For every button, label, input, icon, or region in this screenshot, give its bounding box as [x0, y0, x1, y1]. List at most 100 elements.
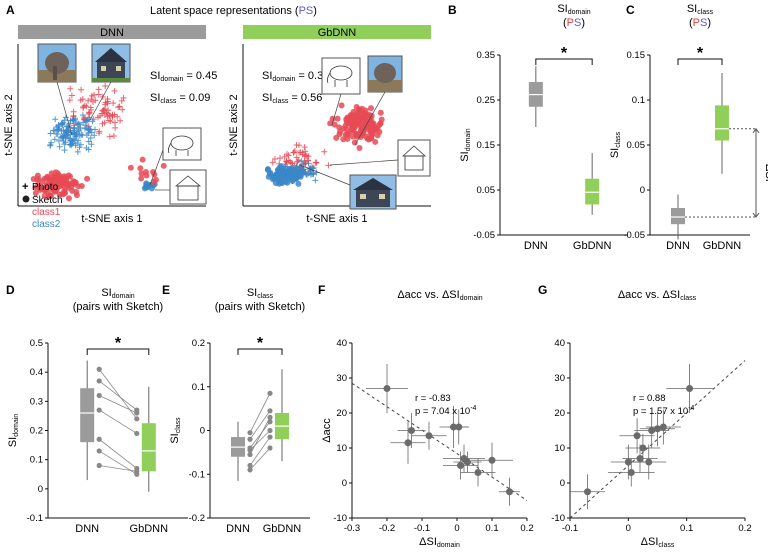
x-tick-label-dnn: DNN [524, 240, 548, 252]
point-marker [506, 488, 513, 496]
y-tick-label: 0.5 [30, 338, 43, 349]
y-tick-label: -0.1 [189, 469, 205, 480]
y-tick-label: 0.35 [477, 50, 496, 61]
paired-sample [96, 392, 140, 416]
box-body [141, 423, 156, 472]
y-tick-label: 30 [554, 373, 565, 384]
box-body [80, 388, 95, 443]
point-marker [455, 423, 463, 431]
data-point [625, 434, 661, 462]
significance-bracket [677, 58, 723, 65]
y-tick-label: 0 [342, 478, 347, 489]
point-marker [383, 385, 391, 392]
y-axis-label: SIclass [169, 417, 182, 444]
significance-star: * [561, 45, 568, 62]
y-tick-label: 0 [640, 185, 645, 196]
panel-label-d: D [6, 283, 15, 297]
y-tick-label: 0.2 [192, 338, 205, 349]
point-marker [645, 458, 653, 466]
box-dnn [231, 421, 245, 481]
house-sketch-thumbnail [397, 139, 431, 177]
significance-bracket [86, 348, 150, 355]
paired-sample [96, 462, 140, 474]
box-dnn [528, 66, 543, 127]
panel-g-title: Δacc vs. ΔSIclass [618, 289, 697, 302]
data-point [570, 474, 605, 510]
x-tick-label: 0.1 [680, 523, 693, 534]
y-tick-label: 20 [336, 408, 347, 419]
x-tick-label-dnn: DNN [666, 240, 690, 252]
data-point [631, 444, 667, 480]
panel-e-title: SIclass [247, 287, 274, 300]
paired-sample [96, 448, 140, 477]
gbdnn-header-label: GbDNN [318, 27, 357, 39]
significance-bracket [237, 348, 283, 355]
paired-sample [247, 434, 273, 469]
point-marker [686, 385, 694, 392]
house-photo-thumbnail [349, 174, 397, 210]
y-tick-label: 0 [200, 426, 205, 437]
y-tick-label: 0.15 [627, 50, 646, 61]
panel-label-f: F [318, 283, 325, 297]
y-tick-label: 40 [554, 338, 565, 349]
panel-label-g: G [538, 283, 547, 297]
y-axis-label: SIdomain [7, 414, 20, 447]
y-tick-label: -10 [551, 513, 565, 524]
significance-star: * [697, 45, 704, 62]
gbdnn-x-axis-label: t-SNE axis 1 [306, 213, 367, 225]
x-tick-label-dnn: DNN [75, 523, 99, 535]
y-tick-label: 0.05 [627, 140, 646, 151]
panel-a-legend: + Photo Sketch class1 class2 [22, 181, 63, 230]
dnn-si-domain: SIdomain = 0.45 [150, 70, 217, 83]
y-tick-label: -10 [333, 513, 347, 524]
significance-star: * [115, 335, 122, 352]
data-point [397, 413, 426, 448]
y-tick-label: -0.2 [189, 513, 205, 524]
elephant-sketch-thumbnail [162, 127, 202, 161]
point-marker [457, 462, 464, 469]
y-tick-label: 20 [554, 408, 565, 419]
point-marker [659, 423, 667, 431]
data-point [471, 442, 513, 478]
y-tick-label: 10 [554, 443, 565, 454]
y-tick-label: 0.25 [477, 95, 496, 106]
panel-a-gbdnn: GbDNN t-SNE axis 1 t-SNE axis 2 SIdomain… [228, 25, 431, 225]
elephant-photo-thumbnail [367, 55, 403, 93]
gbdnn-si-class: SIclass = 0.56 [262, 92, 322, 105]
y-tick-label: 40 [336, 338, 347, 349]
x-tick-label: 0 [454, 523, 459, 534]
x-tick-label: -0.1 [562, 523, 578, 534]
box-body [671, 208, 685, 225]
paired-sample [247, 445, 273, 473]
data-point [499, 477, 520, 506]
point-marker [404, 439, 412, 447]
x-tick-label: -0.2 [379, 523, 395, 534]
dnn-embedding-points [30, 83, 167, 202]
x-tick-label-gbdnn: GbDNN [703, 240, 742, 252]
data-point [390, 421, 426, 464]
point-marker [425, 432, 433, 440]
paired-sample [96, 407, 140, 437]
y-tick-label: -0.05 [623, 230, 645, 241]
data-point [634, 413, 670, 448]
box-body [585, 178, 600, 205]
elephant-sketch-thumbnail [321, 57, 361, 95]
data-point [622, 444, 658, 473]
panel-b: B SIdomain(PS)-0.050.050.150.250.35SIdoma… [448, 3, 628, 252]
charts-layer: B SIdomain(PS)-0.050.050.150.250.35SIdoma… [6, 3, 768, 549]
x-tick-label: 0.1 [485, 523, 498, 534]
panel-g: G Δacc vs. ΔSIclass -10 0 10 20 30 40 -0.1 0 0.1 0.… [538, 283, 752, 549]
correlation-p: p = 1.57 x 10-4 [633, 405, 695, 417]
y-tick-label: 0.05 [477, 185, 496, 196]
y-tick-label: 0 [38, 484, 43, 495]
data-point [443, 451, 478, 480]
paired-sample [247, 390, 273, 436]
dnn-y-axis-label: t-SNE axis 2 [3, 94, 15, 155]
elephant-photo-thumbnail [37, 43, 77, 83]
y-axis-label: Δacc [321, 418, 333, 443]
panel-d: D SIdomain(pairs with Sketch)-0.100.10.20… [6, 283, 188, 535]
box-gbdnn [715, 73, 729, 174]
panel-c-subtitle: (PS) [689, 17, 711, 29]
panel-d-subtitle: (pairs with Sketch) [73, 301, 163, 313]
